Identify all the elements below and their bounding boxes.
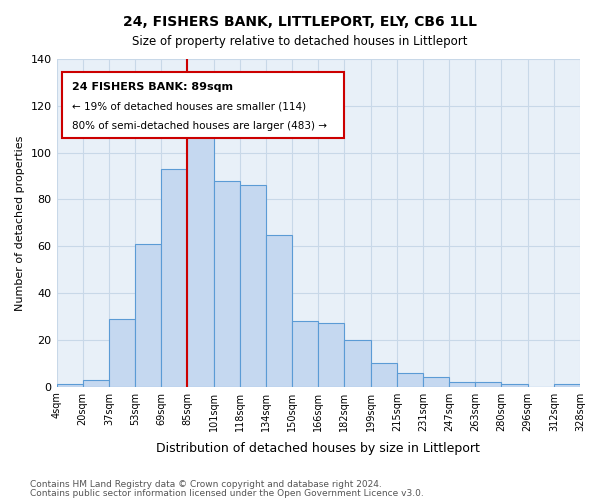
Bar — [240, 186, 266, 386]
Bar — [397, 372, 423, 386]
Y-axis label: Number of detached properties: Number of detached properties — [15, 135, 25, 310]
Bar — [161, 169, 187, 386]
Text: 24 FISHERS BANK: 89sqm: 24 FISHERS BANK: 89sqm — [72, 82, 233, 92]
Bar — [554, 384, 580, 386]
Bar — [292, 321, 318, 386]
Bar — [83, 380, 109, 386]
Bar — [371, 363, 397, 386]
Bar — [266, 234, 292, 386]
Text: Contains HM Land Registry data © Crown copyright and database right 2024.: Contains HM Land Registry data © Crown c… — [30, 480, 382, 489]
Text: 80% of semi-detached houses are larger (483) →: 80% of semi-detached houses are larger (… — [72, 122, 327, 132]
Bar — [56, 384, 83, 386]
Bar — [449, 382, 475, 386]
Bar — [135, 244, 161, 386]
Bar — [423, 378, 449, 386]
FancyBboxPatch shape — [62, 72, 344, 138]
Bar — [344, 340, 371, 386]
Text: Contains public sector information licensed under the Open Government Licence v3: Contains public sector information licen… — [30, 488, 424, 498]
Bar — [109, 319, 135, 386]
Text: 24, FISHERS BANK, LITTLEPORT, ELY, CB6 1LL: 24, FISHERS BANK, LITTLEPORT, ELY, CB6 1… — [123, 15, 477, 29]
Text: Size of property relative to detached houses in Littleport: Size of property relative to detached ho… — [132, 35, 468, 48]
Bar — [214, 180, 240, 386]
Bar — [187, 132, 214, 386]
Bar — [318, 324, 344, 386]
Bar — [502, 384, 527, 386]
X-axis label: Distribution of detached houses by size in Littleport: Distribution of detached houses by size … — [157, 442, 480, 455]
Bar — [475, 382, 502, 386]
Text: ← 19% of detached houses are smaller (114): ← 19% of detached houses are smaller (11… — [72, 102, 307, 112]
